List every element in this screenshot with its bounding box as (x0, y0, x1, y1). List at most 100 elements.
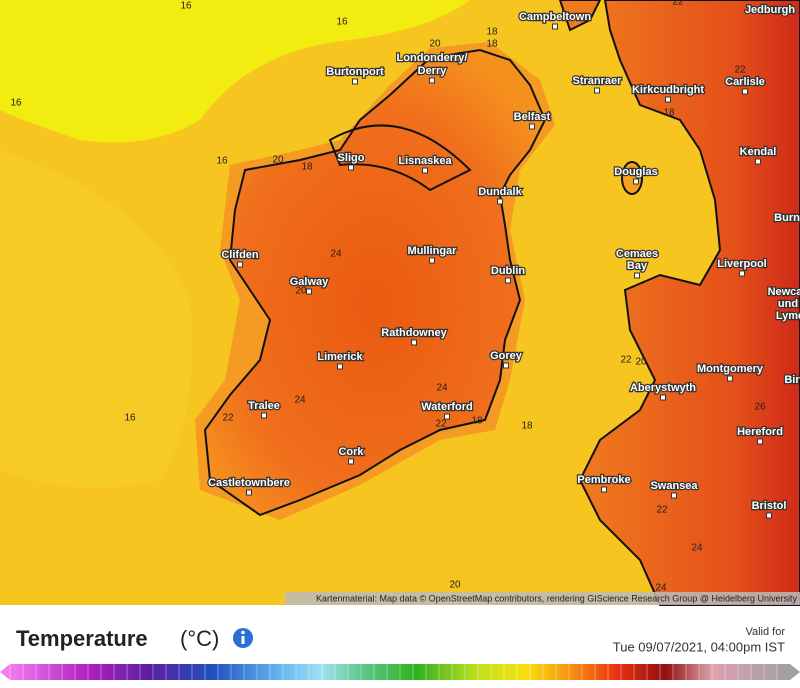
city-marker (552, 23, 558, 30)
city-marker (757, 438, 763, 445)
city-label: Newca (768, 286, 800, 298)
city-label: Mullingar (408, 245, 458, 257)
valid-label: Valid for (745, 626, 785, 638)
city-label: Burn (774, 212, 800, 224)
city-marker (348, 458, 354, 465)
city-label: Carlisle (725, 76, 765, 88)
city-marker (766, 512, 772, 519)
city-label: Lyme (776, 310, 800, 322)
info-icon-bar (241, 636, 245, 644)
info-icon-dot (241, 630, 245, 635)
contour-label: 16 (216, 156, 228, 167)
contour-label: 22 (672, 0, 684, 8)
contour-label: 22 (222, 413, 234, 424)
city-marker (755, 158, 761, 165)
contour-label: 16 (180, 1, 192, 12)
city-label: Clifden (221, 249, 259, 261)
city-label: Bay (627, 260, 648, 272)
city-marker (352, 78, 358, 85)
contour-label: 18 (486, 39, 498, 50)
city-marker (246, 489, 252, 496)
city-label: Dundalk (478, 186, 522, 198)
city-label: Limerick (317, 351, 363, 363)
legend-unit: (°C) (180, 626, 219, 651)
city-label: Dublin (491, 265, 525, 277)
legend-title: Temperature (16, 626, 148, 651)
city-marker (660, 394, 666, 401)
city-marker (633, 178, 639, 185)
city-marker (505, 277, 511, 284)
city-marker (261, 412, 267, 419)
city-marker (671, 492, 677, 499)
contour-label: 16 (124, 413, 136, 424)
city-marker (429, 257, 435, 264)
great-britain (578, 0, 800, 606)
kintyre (558, 0, 602, 32)
contour-label: 20 (272, 155, 284, 166)
city-label: Liverpool (717, 258, 767, 270)
colorbar-left-end (0, 664, 10, 680)
city-label: Kendal (740, 146, 777, 158)
contour-label: 20 (295, 286, 307, 297)
city-marker (429, 77, 435, 84)
contour-label: 18 (301, 162, 313, 173)
colorbar-right-end (790, 664, 800, 680)
city-label: Aberystwyth (630, 382, 696, 394)
city-marker (739, 270, 745, 277)
cool-region (0, 0, 470, 143)
city-marker (727, 375, 733, 382)
contour-label: 24 (330, 249, 342, 260)
contour-label: 24 (294, 395, 306, 406)
city-marker (503, 362, 509, 369)
city-marker (444, 413, 450, 420)
contour-label: 22 (620, 355, 632, 366)
contour-label: 18 (521, 421, 533, 432)
border (328, 124, 472, 192)
city-marker (497, 198, 503, 205)
city-marker (422, 167, 428, 174)
contour-label: 24 (655, 583, 667, 594)
contour-label: 18 (663, 108, 675, 119)
contour-label: 22 (435, 419, 447, 430)
valid-time: Tue 09/07/2021, 04:00pm IST (613, 639, 785, 654)
sea-region (0, 150, 192, 488)
city-label: Derry (418, 65, 448, 77)
contour-label: 16 (336, 17, 348, 28)
city-marker (337, 363, 343, 370)
city-marker (665, 96, 671, 103)
city-marker (594, 87, 600, 94)
contour-label: 16 (10, 98, 22, 109)
contour-label: 22 (656, 505, 668, 516)
city-label: Lisnaskea (398, 155, 452, 167)
contour-label: 18 (486, 27, 498, 38)
city-marker (237, 261, 243, 268)
city-label: Bir (784, 374, 800, 386)
city-label: Tralee (248, 400, 280, 412)
attribution: Kartenmaterial: Map data © OpenStreetMap… (316, 593, 797, 603)
city-label: Galway (290, 276, 329, 288)
city-marker (348, 164, 354, 171)
city-marker (529, 123, 535, 130)
city-label: Burtonport (326, 66, 384, 78)
city-label: Belfast (514, 111, 551, 123)
city-label: Waterford (421, 401, 473, 413)
contour-label: 24 (436, 383, 448, 394)
city-label: und (778, 298, 798, 310)
attribution-bg (285, 592, 800, 605)
city-label: Swansea (650, 480, 698, 492)
city-label: Castletownbere (208, 477, 290, 489)
isle-of-man (621, 161, 643, 195)
contour-label: 24 (691, 543, 703, 554)
ireland (203, 48, 547, 517)
city-label: Montgomery (697, 363, 764, 375)
contour-label: 20 (429, 39, 441, 50)
contour-label: 20 (449, 580, 461, 591)
city-label: Kirkcudbright (632, 84, 704, 96)
city-marker (601, 486, 607, 493)
city-label: Douglas (614, 166, 657, 178)
city-label: Campbeltown (519, 11, 591, 23)
city-marker (742, 88, 748, 95)
city-marker (634, 272, 640, 279)
city-label: Bristol (752, 500, 787, 512)
